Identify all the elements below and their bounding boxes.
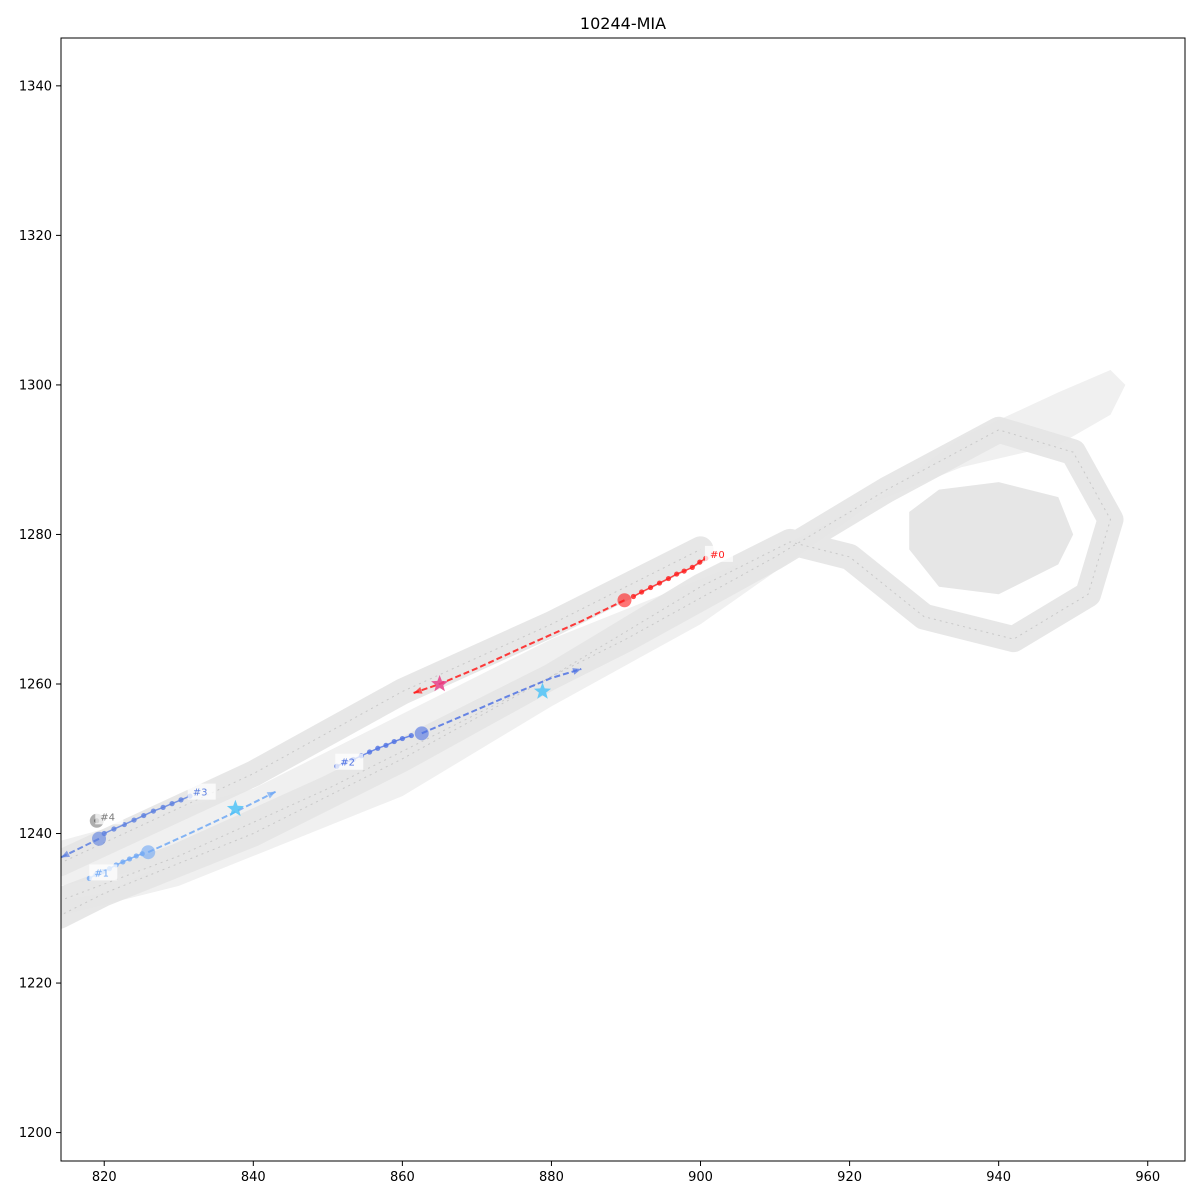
x-tick-label: 820 xyxy=(92,1170,117,1185)
agent-2-current-position xyxy=(414,726,429,741)
agent-3-history-point xyxy=(131,817,137,823)
agent-0-history-point xyxy=(665,575,672,582)
agent-2-history-point xyxy=(383,742,389,748)
x-tick-label: 840 xyxy=(241,1170,266,1185)
axes: 820 840 860 880 900 920 940 960 1200 1220 1240 1260… xyxy=(19,37,1186,1185)
agent-2-label-box xyxy=(335,753,364,770)
road-area-1 xyxy=(61,564,738,886)
agent-1-history-point xyxy=(126,856,133,862)
agent-1-label: #1 xyxy=(94,868,109,879)
agent-1-arrowhead xyxy=(266,791,276,799)
agent-2: #2 xyxy=(334,668,582,770)
agent-3-label: #3 xyxy=(193,788,208,799)
y-tick-label: 1220 xyxy=(19,977,52,992)
y-tick-label: 1300 xyxy=(19,378,52,393)
x-tick-label: 860 xyxy=(390,1170,415,1185)
lane-1 xyxy=(61,536,714,877)
chart-title: 10244-MIA xyxy=(580,14,666,33)
agent-3-label-box xyxy=(187,783,216,800)
agent-0: #0 xyxy=(413,545,733,694)
agent-3-future-path xyxy=(61,837,100,859)
agent-2-label: #2 xyxy=(340,758,355,769)
trajectory-layer: #0 #1 #2 #3 #4 xyxy=(61,545,733,881)
agent-2-history-point xyxy=(366,749,373,755)
agent-4-label-box xyxy=(95,808,124,825)
x-tick-label: 960 xyxy=(1135,1170,1160,1185)
agent-0-history-point xyxy=(674,571,680,577)
agent-3-history-point xyxy=(150,808,157,814)
agent-2-future-path xyxy=(421,668,582,735)
agent-3-history-path xyxy=(103,795,191,835)
plot-frame xyxy=(60,37,1186,1162)
agent-3: #3 xyxy=(61,783,216,859)
x-tick-label: 880 xyxy=(539,1170,564,1185)
agent-2-history-point xyxy=(375,745,381,751)
agent-1-label-box xyxy=(89,864,118,881)
agent-1-history-point xyxy=(133,853,139,859)
agent-0-history-point xyxy=(656,580,663,586)
y-tick-label: 1280 xyxy=(19,528,52,543)
x-tick-label: 900 xyxy=(688,1170,713,1185)
agent-2-history-point xyxy=(399,735,405,742)
agent-4-label: #4 xyxy=(100,812,115,823)
agent-0-history-point xyxy=(647,584,654,591)
agent-2-goal-star xyxy=(533,682,552,699)
agent-1-history-point xyxy=(120,859,126,865)
agent-0-goal-star xyxy=(431,675,449,692)
agent-1-current-position xyxy=(141,845,156,860)
y-tick-label: 1200 xyxy=(19,1126,52,1141)
x-tick-label: 940 xyxy=(986,1170,1011,1185)
agent-0-arrowhead xyxy=(413,686,423,694)
y-tick-label: 1260 xyxy=(19,677,52,692)
agent-0-history-point xyxy=(681,568,687,574)
lane-centerline-0 xyxy=(61,429,1112,916)
agent-2-history-point xyxy=(408,732,414,739)
agent-0-history-point xyxy=(689,564,695,570)
island xyxy=(909,482,1074,595)
agent-1: #1 xyxy=(86,790,277,881)
agent-3-history-point xyxy=(141,812,147,819)
y-tick-label: 1340 xyxy=(19,79,52,94)
agent-2-history-point xyxy=(391,738,397,745)
agent-1-goal-star xyxy=(226,799,244,817)
agent-0-current-position xyxy=(617,593,632,608)
agent-1-future-path xyxy=(147,790,277,854)
agent-0-history-point xyxy=(639,589,645,595)
agent-3-history-point xyxy=(111,826,117,832)
x-tick-label: 920 xyxy=(837,1170,862,1185)
agent-3-history-point xyxy=(178,797,184,803)
y-tick-label: 1240 xyxy=(19,827,52,842)
agent-0-label: #0 xyxy=(710,550,725,561)
agent-0-future-path xyxy=(413,599,625,694)
agent-4: #4 xyxy=(89,808,124,828)
y-tick-label: 1320 xyxy=(19,229,52,244)
agent-0-label-box xyxy=(704,545,733,562)
agent-0-history-point xyxy=(630,593,637,600)
agent-3-history-point xyxy=(169,801,175,807)
agent-3-history-point xyxy=(160,804,166,810)
agent-0-history-path xyxy=(633,557,707,598)
agent-3-current-position xyxy=(92,831,107,846)
agent-0-history-point xyxy=(697,559,703,565)
agent-3-arrowhead xyxy=(61,850,70,858)
agent-2-arrowhead xyxy=(572,668,582,675)
